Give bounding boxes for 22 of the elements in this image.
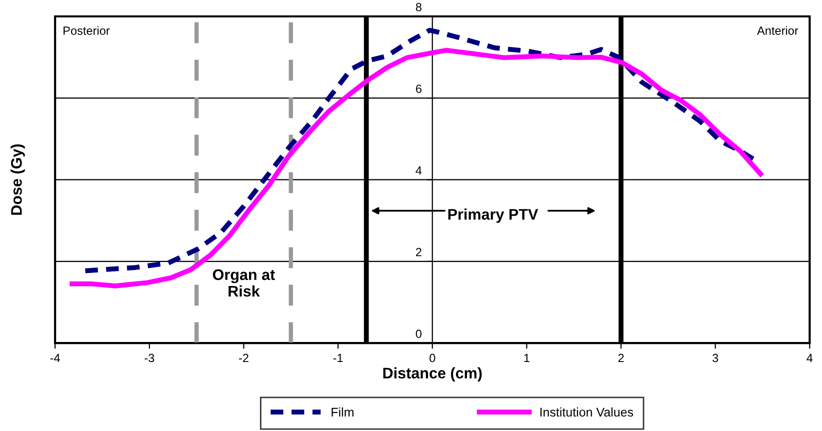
x-tick-label: 3 [712, 354, 718, 362]
x-tick-label: 0 [430, 354, 436, 362]
annotation: Anterior [757, 26, 798, 35]
y-axis-title: Dose (Gy) [10, 144, 25, 215]
legend-label: Institution Values [540, 407, 634, 417]
annotation: Primary PTV [448, 208, 538, 223]
annotation: Organ at Risk [212, 269, 275, 297]
y-tick-label: 8 [416, 2, 422, 12]
x-tick-label: -3 [144, 354, 154, 362]
x-tick-label: 1 [524, 354, 530, 362]
y-tick-label: 2 [416, 248, 422, 256]
x-tick-label: -2 [239, 354, 248, 362]
x-tick-label: 4 [806, 354, 813, 362]
x-tick-label: 2 [618, 354, 624, 362]
y-tick-label: 0 [416, 330, 422, 338]
x-tick-label: -4 [50, 354, 60, 362]
y-tick-label: 4 [416, 166, 422, 174]
annotation: Posterior [64, 26, 110, 35]
y-tick-label: 6 [416, 84, 422, 93]
x-tick-label: -1 [333, 354, 343, 362]
legend-label: Film [332, 407, 354, 416]
x-axis-title: Distance (cm) [383, 367, 482, 382]
